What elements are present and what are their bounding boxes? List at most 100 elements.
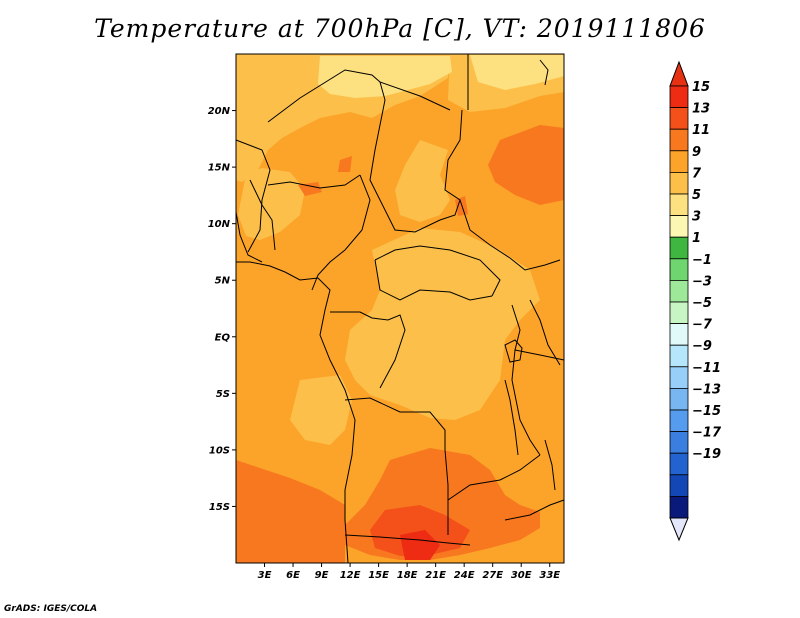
colorbar-swatch <box>669 344 689 368</box>
colorbar-label: 15 <box>692 80 710 95</box>
colorbar-label: −9 <box>692 339 712 354</box>
colorbar-swatch <box>669 474 689 497</box>
colorbar-label: −15 <box>692 404 721 419</box>
country-borders <box>235 54 565 564</box>
colorbar-top-triangle <box>669 60 689 87</box>
lat-tick-label: 15N <box>208 163 231 174</box>
border-tanzania <box>514 349 565 361</box>
colorbar-swatch <box>669 236 689 260</box>
colorbar-label: 7 <box>692 166 702 181</box>
cool-region-west <box>238 168 305 240</box>
lat-tick-label: EQ <box>215 332 231 343</box>
colorbar-label: −3 <box>692 274 712 289</box>
colorbar-swatch <box>669 301 689 325</box>
border-angola-zambia <box>444 449 449 535</box>
hot-region-south <box>370 505 470 556</box>
lon-tick-label: 27E <box>482 570 503 581</box>
border-uganda-kenya <box>529 299 561 366</box>
border-drc-angola <box>344 397 446 450</box>
lon-tick-label: 9E <box>315 570 329 581</box>
colorbar-label: 13 <box>692 102 710 117</box>
colorbar-swatch <box>669 258 689 281</box>
coast-gulf-guinea <box>235 211 263 263</box>
warm-spot-sudan <box>338 156 352 172</box>
latitude-axis: 20N 15N 10N 5N EQ 5S 10S 15S <box>208 106 236 513</box>
border-algeria-niger <box>267 69 381 123</box>
colorbar-label: 9 <box>692 145 701 160</box>
colorbar-label: −11 <box>692 361 721 376</box>
cool-region-sudan <box>395 140 450 222</box>
colorbar-swatch <box>669 150 689 173</box>
colorbar-swatch <box>669 387 689 411</box>
border-angola-namibia <box>344 534 471 546</box>
lake-tanganyika <box>504 379 519 456</box>
colorbar-label: 5 <box>692 188 701 203</box>
lake-malawi <box>544 439 556 491</box>
colorbar: 15 13 11 9 7 5 3 1 −1 −3 −5 −7 −9 −11 −13 −15 −17 −19 <box>669 60 722 542</box>
colorbar-label: −1 <box>692 253 712 268</box>
lake-victoria <box>504 339 523 363</box>
border-sudan-south <box>459 199 561 271</box>
lon-tick-label: 12E <box>340 570 361 581</box>
border-car <box>374 245 501 297</box>
colorbar-swatch <box>669 107 689 130</box>
colorbar-swatch <box>669 323 689 346</box>
border-car-south <box>374 259 493 301</box>
lat-tick-label: 5N <box>215 276 231 287</box>
lon-tick-label: 21E <box>425 570 446 581</box>
map-panel: 20N 15N 10N 5N EQ 5S 10S 15S 3E 6E 9E 12E 15E 18E 21E… <box>208 53 565 581</box>
colorbar-swatch <box>669 215 689 238</box>
colorbar-label: −19 <box>692 447 721 462</box>
hottest-region-south <box>400 530 440 560</box>
colorbar-label: 1 <box>692 231 701 246</box>
very-cool-region-northeast <box>470 55 564 90</box>
lon-tick-label: 18E <box>397 570 418 581</box>
lon-tick-label: 3E <box>258 570 272 581</box>
colorbar-swatch <box>669 495 689 519</box>
colorbar-swatch <box>669 452 689 476</box>
lat-tick-label: 20N <box>208 106 231 117</box>
border-west-africa <box>235 139 271 253</box>
colorbar-swatch <box>669 279 689 303</box>
colorbar-swatch <box>669 409 689 433</box>
cool-region-congo <box>345 228 540 420</box>
lat-tick-label: 10N <box>208 219 231 230</box>
colorbar-swatch <box>669 431 689 454</box>
lon-tick-label: 6E <box>286 570 300 581</box>
lat-tick-label: 15S <box>209 502 230 513</box>
border-congo <box>330 311 406 389</box>
coast-east <box>539 59 549 86</box>
colorbar-swatch <box>669 193 689 217</box>
warm-region-southwest-coast <box>236 460 345 563</box>
colorbar-label: 3 <box>692 210 701 225</box>
border-nigeria-cameroon <box>311 174 371 291</box>
lon-tick-label: 30E <box>511 570 532 581</box>
border-east-lakes <box>511 304 541 456</box>
longitude-axis: 3E 6E 9E 12E 15E 18E 21E 24E 27E 30E 33E <box>258 563 560 581</box>
map-title: Temperature at 700hPa [C], VT: 201911180… <box>94 14 706 43</box>
map-frame <box>235 53 565 564</box>
warm-spot-nigeria <box>298 182 322 196</box>
colorbar-swatch <box>669 128 689 152</box>
coastline-west <box>236 261 356 564</box>
border-niger-nigeria <box>267 174 361 189</box>
border-libya-chad <box>379 81 451 111</box>
colorbar-bottom-triangle <box>669 517 689 542</box>
colorbar-label: −5 <box>692 296 712 311</box>
cool-region-southwest <box>290 375 352 445</box>
warm-region-ethiopia <box>488 125 564 205</box>
lon-tick-label: 24E <box>454 570 475 581</box>
colorbar-swatch <box>669 366 689 389</box>
lat-tick-label: 5S <box>216 389 230 400</box>
very-cool-region-north <box>318 56 452 98</box>
colorbar-swatch <box>669 171 689 195</box>
lat-tick-label: 10S <box>209 445 230 456</box>
lon-tick-label: 33E <box>539 570 560 581</box>
colorbar-label: 11 <box>692 123 710 138</box>
lon-tick-label: 15E <box>368 570 389 581</box>
border-west-africa-2 <box>249 179 276 251</box>
border-zambia-south <box>447 454 541 501</box>
colorbar-label: −13 <box>692 382 721 397</box>
border-mozambique <box>504 499 565 521</box>
